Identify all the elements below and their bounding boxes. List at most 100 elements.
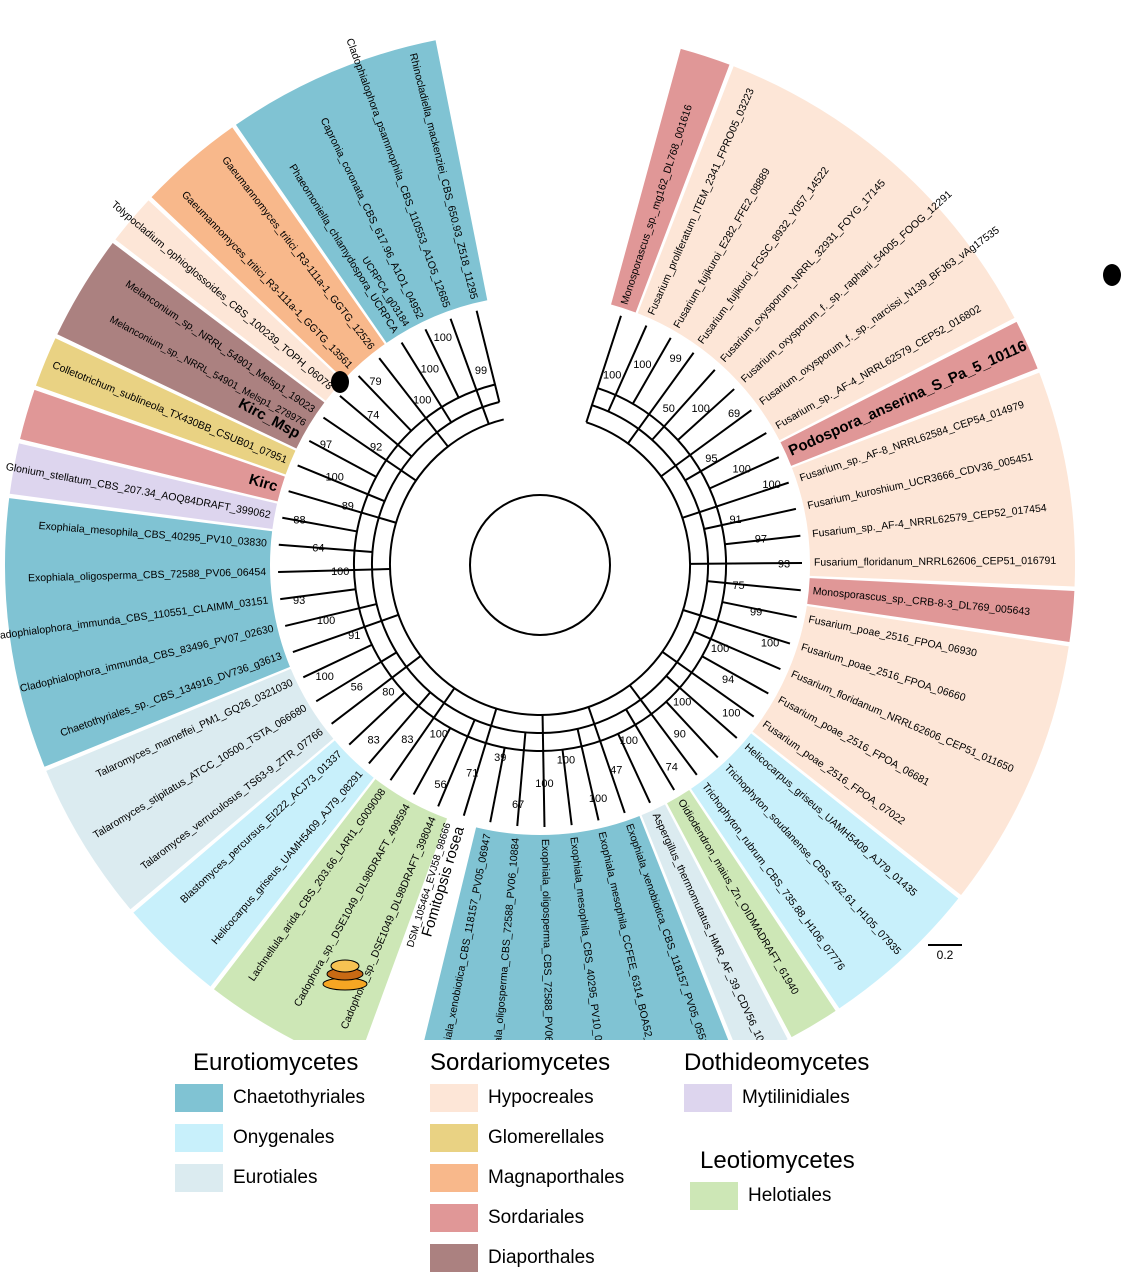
clade-band-helotiales — [666, 790, 836, 1038]
legend-group-dothideomycetes: Dothideomycetes Mytilinidiales — [684, 1048, 869, 1118]
bootstrap-value: 97 — [320, 439, 332, 451]
clade-band-sordariales — [780, 321, 1038, 466]
legend-group-sordariomycetes: Sordariomycetes Hypocreales Glomerellale… — [430, 1048, 624, 1278]
branch-line — [357, 375, 412, 432]
branch-line — [701, 655, 769, 695]
legend-item-onygenales: Onygenales — [175, 1118, 365, 1158]
bootstrap-value: 83 — [367, 734, 379, 746]
backbone-arc — [371, 401, 709, 734]
clade-band-helotiales — [213, 779, 448, 1040]
branch-line — [576, 728, 600, 821]
legend-swatch — [175, 1084, 223, 1112]
legend-item-magnaporthales: Magnaporthales — [430, 1158, 624, 1198]
bootstrap-value: 100 — [421, 363, 439, 375]
phylogenetic-tree: Monosporascus_sp._mg162_DL768_001616Fusa… — [0, 37, 1121, 1040]
backbone-arc — [353, 383, 727, 752]
bootstrap-values: 100 100 99 50 100 69 95 100 100 91 97 93 75 99 100 100 9… — [293, 332, 790, 811]
clade-band-chaetothyriales — [5, 498, 290, 767]
branch-line — [561, 749, 573, 826]
bootstrap-value: 92 — [370, 441, 382, 453]
legend-item-mytilinidiales: Mytilinidiales — [684, 1078, 869, 1118]
branch-line — [424, 328, 460, 399]
branch-line — [302, 643, 373, 679]
legend-swatch — [430, 1084, 478, 1112]
clade-band-sordariales — [611, 48, 730, 313]
clade-band-onygenales — [133, 740, 374, 987]
scale-bar-label: 0.2 — [936, 948, 954, 962]
legend-item-diaporthales: Diaporthales — [430, 1238, 624, 1278]
bootstrap-value: 100 — [692, 403, 710, 415]
branch-line — [400, 342, 453, 423]
legend-class-title: Sordariomycetes — [430, 1049, 611, 1076]
root-ring — [469, 494, 611, 636]
branch-line — [348, 691, 406, 746]
bootstrap-value: 74 — [367, 409, 379, 421]
branch-line — [703, 507, 797, 531]
bootstrap-value: 64 — [312, 543, 324, 555]
bootstrap-value: 100 — [535, 778, 553, 790]
branch-line — [684, 432, 767, 482]
clade-band-hypocreales — [637, 66, 1015, 441]
branch-line — [722, 601, 797, 619]
legend-label: Magnaporthales — [488, 1167, 625, 1188]
branch-line — [617, 733, 651, 804]
legend-item-hypocreales: Hypocreales — [430, 1078, 624, 1118]
bootstrap-value: 91 — [348, 630, 360, 642]
bootstrap-value: 100 — [620, 735, 638, 747]
branch-line — [724, 534, 801, 546]
legend-label: Diaporthales — [488, 1247, 595, 1268]
legend-swatch — [430, 1164, 478, 1192]
bootstrap-value: 47 — [610, 765, 622, 777]
bootstrap-value: 95 — [705, 453, 717, 465]
bootstrap-value: 100 — [603, 369, 621, 381]
bootstrap-value: 100 — [326, 471, 344, 483]
clade-bands — [5, 40, 1075, 1040]
branch-line — [278, 543, 373, 554]
backbone-arc — [389, 418, 691, 716]
clade-band-chaetothyriales — [424, 816, 729, 1040]
legend-group-leotiomycetes: Leotiomycetes Helotiales — [690, 1146, 855, 1216]
leaf-label: Exophiala_oligosperma_CBS_72588_PV06_110… — [539, 839, 555, 1040]
bootstrap-value: 50 — [663, 403, 675, 415]
legend-label: Onygenales — [233, 1127, 335, 1148]
branch-line — [284, 603, 377, 627]
branch-line — [462, 708, 498, 816]
legend-item-sordariales: Sordariales — [430, 1198, 624, 1238]
bootstrap-value: 71 — [466, 767, 478, 779]
branch-line — [308, 439, 377, 478]
clade-band-eurotiales — [46, 668, 334, 910]
branch-line — [607, 325, 648, 412]
clade-band-eurotiales — [641, 804, 788, 1040]
legend-swatch — [430, 1204, 478, 1232]
bootstrap-value: 100 — [762, 479, 780, 491]
branch-line — [665, 700, 719, 759]
branch-line — [693, 630, 781, 671]
bootstrap-value: 74 — [666, 761, 678, 773]
branch-line — [585, 315, 622, 423]
legend-swatch — [430, 1244, 478, 1272]
bootstrap-value: 80 — [382, 686, 394, 698]
legend-item-helotiales: Helotiales — [690, 1176, 855, 1216]
clade-band-hypocreales — [752, 606, 1069, 896]
branch-line — [665, 675, 738, 739]
bootstrap-value: 56 — [351, 681, 363, 693]
branch-line — [677, 388, 735, 441]
bootstrap-value: 100 — [434, 332, 452, 344]
bootstrap-value: 100 — [317, 615, 335, 627]
bootstrap-value: 97 — [755, 534, 767, 546]
fungus-icon — [331, 371, 349, 393]
clade-band-sordariales — [807, 578, 1075, 642]
branch-line — [541, 714, 546, 827]
clade-band-sordariales — [20, 389, 285, 502]
clade-band-diaporthales — [57, 243, 325, 449]
legend-swatch — [684, 1084, 732, 1112]
bootstrap-value: 100 — [430, 729, 448, 741]
bootstrap-value: 100 — [589, 793, 607, 805]
branch-line — [280, 588, 356, 601]
clade-band-hypocreales — [791, 372, 1075, 587]
clade-band-chaetothyriales — [235, 40, 488, 343]
legend-label: Sordariales — [488, 1207, 585, 1228]
legend-swatch — [690, 1182, 738, 1210]
branch-line — [625, 708, 676, 791]
legend-class-title: Eurotiomycetes — [193, 1049, 359, 1076]
